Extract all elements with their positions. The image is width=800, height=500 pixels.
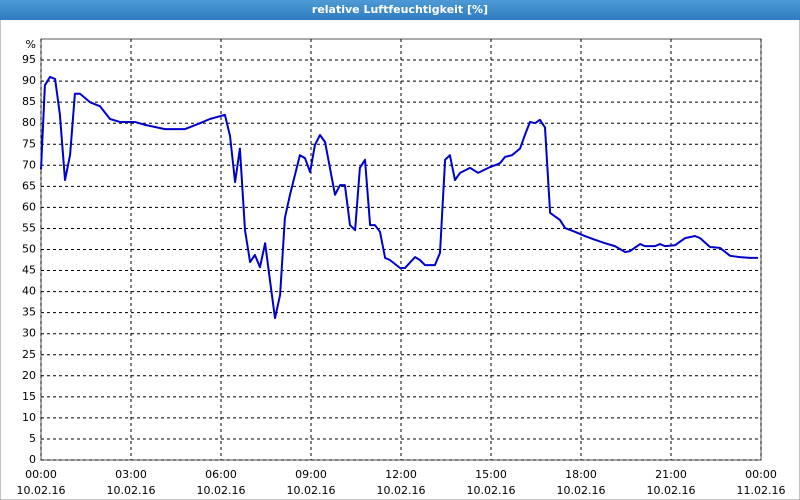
x-tick-label: 00:00	[25, 468, 57, 481]
y-tick-label: 40	[22, 285, 36, 298]
x-tick-label: 00:00	[745, 468, 777, 481]
x-tick-label: 15:00	[475, 468, 507, 481]
y-tick-label: 25	[22, 348, 36, 361]
y-unit: %	[26, 38, 36, 51]
x-tick-date: 10.02.16	[17, 484, 66, 497]
x-tick-label: 12:00	[385, 468, 417, 481]
x-tick-label: 09:00	[295, 468, 327, 481]
y-tick-label: 5	[29, 432, 36, 445]
y-tick-label: 50	[22, 243, 36, 256]
y-tick-label: 90	[22, 74, 36, 87]
x-tick-label: 21:00	[655, 468, 687, 481]
y-tick-label: 55	[22, 221, 36, 234]
y-tick-label: 80	[22, 116, 36, 129]
data-line	[40, 75, 758, 320]
x-tick-label: 03:00	[115, 468, 147, 481]
y-tick-label: 10	[22, 411, 36, 424]
x-tick-date: 10.02.16	[557, 484, 606, 497]
y-tick-label: 60	[22, 200, 36, 213]
y-tick-label: 0	[29, 453, 36, 466]
y-tick-label: 85	[22, 95, 36, 108]
y-tick-label: 45	[22, 264, 36, 277]
x-tick-date: 11.02.16	[737, 484, 786, 497]
y-tick-label: 35	[22, 306, 36, 319]
x-tick-label: 18:00	[565, 468, 597, 481]
x-tick-date: 10.02.16	[467, 484, 516, 497]
y-tick-label: 95	[22, 53, 36, 66]
x-tick-date: 10.02.16	[647, 484, 696, 497]
y-tick-label: 75	[22, 137, 36, 150]
y-tick-label: 20	[22, 369, 36, 382]
y-tick-label: 30	[22, 327, 36, 340]
x-tick-date: 10.02.16	[377, 484, 426, 497]
x-tick-date: 10.02.16	[197, 484, 246, 497]
x-tick-date: 10.02.16	[287, 484, 336, 497]
chart-title: relative Luftfeuchtigkeit [%]	[312, 3, 488, 16]
y-tick-label: 65	[22, 179, 36, 192]
x-tick-date: 10.02.16	[107, 484, 156, 497]
y-tick-label: 15	[22, 390, 36, 403]
y-tick-label: 70	[22, 158, 36, 171]
title-bar	[0, 0, 800, 20]
x-tick-label: 06:00	[205, 468, 237, 481]
